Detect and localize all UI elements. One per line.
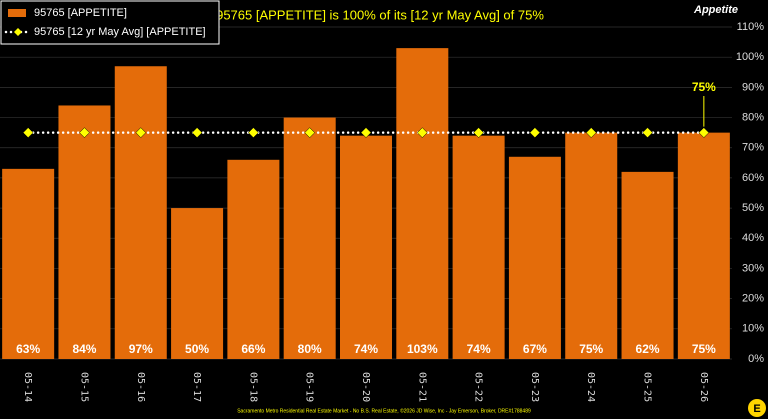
y-tick-label: 50% [742,202,764,214]
bar [452,135,505,359]
y-tick-label: 70% [742,142,764,154]
avg-marker [529,127,541,138]
bar [565,132,618,359]
y-tick-label: 40% [742,232,764,244]
y-tick-label: 110% [737,21,765,33]
avg-marker [642,127,653,138]
value-label: 97% [129,342,153,356]
value-label: 63% [16,342,40,356]
bar [58,105,111,360]
value-label: 67% [523,342,547,356]
avg-marker [698,127,710,138]
x-tick-label: 05-22 [473,372,484,402]
x-tick-label: 05-21 [416,372,427,402]
logo: E [748,399,766,417]
y-tick-label: 20% [742,293,764,305]
avg-marker [191,127,203,138]
bar [171,208,224,359]
x-tick-label: 05-26 [698,372,709,402]
value-label: 74% [467,342,491,356]
avg-marker [304,127,316,138]
bar [340,135,392,359]
y-tick-label: 80% [742,111,764,123]
bar [227,159,280,359]
legend-swatch [8,9,26,17]
y-tick-label: 100% [736,51,764,63]
x-tick-label: 05-15 [78,372,89,402]
x-tick-label: 05-19 [304,372,315,402]
footer: Sacramento Metro Residential Real Estate… [237,407,531,414]
x-tick-label: 05-14 [22,372,33,402]
value-label: 84% [72,342,96,356]
y-tick-label: 0% [748,353,764,365]
chart-title: 95765 [APPETITE] is 100% of its [12 yr M… [216,7,544,22]
x-tick-label: 05-20 [360,372,371,402]
legend-label: 95765 [12 yr May Avg] [APPETITE] [34,26,206,38]
legend: 95765 [APPETITE] 95765 [12 yr May Avg] [A… [0,0,220,45]
avg-marker [585,127,597,138]
value-label: 66% [241,342,265,356]
bar [283,117,336,359]
legend-box [0,0,220,45]
y-tick-label: 30% [742,262,764,274]
value-label: 50% [185,342,209,356]
value-label: 103% [407,342,438,356]
x-tick-label: 05-17 [191,372,202,402]
x-tick-label: 05-25 [642,372,653,402]
panel-label: Appetite [693,4,738,16]
avg-marker [473,127,484,138]
avg-marker [248,127,259,138]
avg-marker [135,127,147,138]
bar [621,171,674,359]
bar [508,156,561,359]
avg-marker [22,127,34,138]
annotation: 75% [692,80,716,94]
x-tick-label: 05-24 [585,372,596,402]
value-label: 80% [298,342,322,356]
avg-marker [360,127,372,138]
y-tick-label: 90% [742,81,764,93]
y-tick-label: 60% [742,172,764,184]
bar [677,132,730,359]
bar [114,66,167,360]
x-tick-label: 05-16 [135,372,146,402]
x-tick-label: 05-18 [247,372,258,402]
value-label: 74% [354,342,378,356]
bar [396,48,449,360]
bar [2,168,55,359]
value-label: 75% [692,342,716,356]
legend-marker [14,28,22,36]
avg-marker [79,127,90,138]
x-tick-label: 05-23 [529,372,540,402]
legend-label: 95765 [APPETITE] [34,7,127,19]
y-tick-label: 10% [742,323,764,335]
svg-text:E: E [753,403,760,415]
avg-marker [416,127,428,138]
value-label: 62% [636,342,660,356]
value-label: 75% [579,342,603,356]
